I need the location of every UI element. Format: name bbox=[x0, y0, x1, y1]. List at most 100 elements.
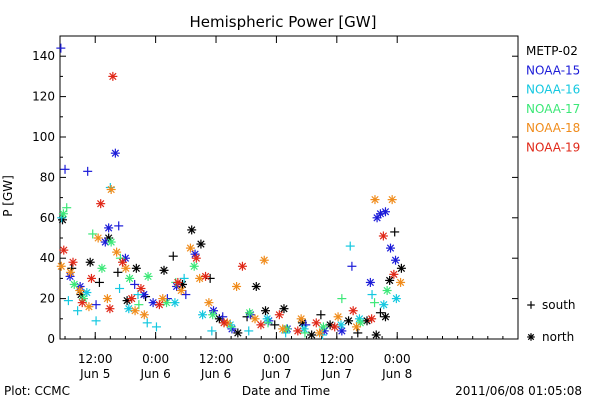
y-tick-label: 120 bbox=[32, 90, 55, 104]
data-point-noaa-19 bbox=[86, 273, 96, 283]
data-point-noaa-17 bbox=[69, 279, 79, 289]
data-point-noaa-19 bbox=[173, 277, 183, 287]
x-tick-time-label: 0:00 bbox=[263, 352, 290, 366]
data-point-noaa-17 bbox=[189, 261, 199, 271]
data-point-metp-02 bbox=[233, 328, 243, 338]
data-point-noaa-16 bbox=[142, 318, 152, 328]
data-point-metp-02 bbox=[159, 265, 169, 275]
data-point-noaa-19 bbox=[68, 257, 78, 267]
data-point-noaa-19 bbox=[293, 326, 303, 336]
data-point-noaa-17 bbox=[263, 318, 273, 328]
data-point-noaa-19 bbox=[108, 71, 118, 81]
data-point-noaa-18 bbox=[352, 322, 362, 332]
marker-legend-symbol bbox=[527, 301, 535, 309]
data-point-noaa-16 bbox=[124, 304, 134, 314]
data-point-noaa-18 bbox=[56, 261, 66, 271]
data-point-noaa-19 bbox=[154, 300, 164, 310]
data-point-noaa-18 bbox=[278, 324, 288, 334]
data-point-noaa-18 bbox=[93, 233, 103, 243]
legend: METP-02 NOAA-15 NOAA-16 NOAA-17 NOAA-18 NOAA-… bbox=[526, 44, 580, 155]
data-point-noaa-16 bbox=[198, 310, 208, 320]
data-point-metp-02 bbox=[353, 328, 363, 338]
data-point-metp-02 bbox=[261, 306, 271, 316]
data-point-noaa-18 bbox=[112, 247, 122, 257]
data-point-noaa-15 bbox=[172, 281, 182, 291]
data-point-noaa-19 bbox=[256, 320, 266, 330]
data-point-noaa-18 bbox=[84, 302, 94, 312]
data-point-metp-02 bbox=[196, 239, 206, 249]
data-point-noaa-17 bbox=[300, 328, 310, 338]
data-point-metp-02 bbox=[344, 316, 354, 326]
data-point-metp-02 bbox=[187, 225, 197, 235]
data-point-noaa-19 bbox=[348, 306, 358, 316]
data-point-noaa-18 bbox=[333, 312, 343, 322]
x-axis-label: Date and Time bbox=[242, 384, 330, 398]
data-point-metp-02 bbox=[168, 251, 178, 261]
data-point-noaa-19 bbox=[59, 245, 69, 255]
data-point-noaa-19 bbox=[77, 298, 87, 308]
data-point-noaa-19 bbox=[117, 257, 127, 267]
data-point-noaa-18 bbox=[315, 328, 325, 338]
legend-item: NOAA-17 bbox=[526, 102, 580, 116]
data-point-noaa-16 bbox=[151, 322, 161, 332]
data-point-noaa-17 bbox=[125, 273, 135, 283]
legend-item: METP-02 bbox=[526, 44, 578, 58]
data-point-noaa-17 bbox=[245, 308, 255, 318]
data-point-noaa-16 bbox=[345, 241, 355, 251]
data-point-noaa-15 bbox=[218, 312, 228, 322]
data-point-noaa-17 bbox=[62, 203, 72, 213]
data-point-noaa-18 bbox=[232, 281, 242, 291]
data-point-noaa-18 bbox=[102, 294, 112, 304]
data-point-noaa-19 bbox=[389, 269, 399, 279]
data-point-noaa-19 bbox=[274, 310, 284, 320]
data-point-noaa-18 bbox=[185, 243, 195, 253]
marker-legend-label: south bbox=[542, 298, 576, 312]
data-point-noaa-16 bbox=[391, 294, 401, 304]
data-point-metp-02 bbox=[113, 267, 123, 277]
data-point-metp-02 bbox=[371, 330, 381, 340]
data-point-noaa-16 bbox=[262, 314, 272, 324]
data-point-noaa-17 bbox=[97, 263, 107, 273]
data-point-noaa-16 bbox=[299, 324, 309, 334]
data-point-noaa-17 bbox=[226, 322, 236, 332]
x-tick-date-label: Jun 5 bbox=[79, 367, 110, 381]
data-point-noaa-15 bbox=[130, 279, 140, 289]
y-tick-label: 100 bbox=[32, 130, 55, 144]
data-point-noaa-17 bbox=[58, 209, 68, 219]
data-point-noaa-18 bbox=[139, 310, 149, 320]
y-tick-label: 140 bbox=[32, 49, 55, 63]
data-point-noaa-15 bbox=[347, 261, 357, 271]
y-tick-label: 20 bbox=[40, 292, 55, 306]
data-point-noaa-15 bbox=[60, 164, 70, 174]
data-point-metp-02 bbox=[390, 227, 400, 237]
data-point-metp-02 bbox=[307, 330, 317, 340]
data-point-noaa-18 bbox=[204, 298, 214, 308]
data-point-noaa-19 bbox=[237, 261, 247, 271]
legend-item: NOAA-18 bbox=[526, 121, 580, 135]
data-point-noaa-17 bbox=[208, 310, 218, 320]
data-point-noaa-15 bbox=[190, 249, 200, 259]
y-tick-labels: 0 20 40 60 80 100 120 140 bbox=[32, 49, 55, 346]
data-point-noaa-19 bbox=[127, 294, 137, 304]
data-point-noaa-17 bbox=[88, 229, 98, 239]
data-point-noaa-16 bbox=[91, 316, 101, 326]
data-point-noaa-18 bbox=[75, 286, 85, 296]
axis-ticks bbox=[60, 36, 518, 340]
data-point-noaa-18 bbox=[396, 277, 406, 287]
x-tick-time-label: 0:00 bbox=[142, 352, 169, 366]
data-point-noaa-17 bbox=[115, 253, 125, 263]
data-point-noaa-18 bbox=[106, 185, 116, 195]
data-point-noaa-19 bbox=[191, 253, 201, 263]
data-point-noaa-18 bbox=[130, 306, 140, 316]
legend-item: NOAA-16 bbox=[526, 83, 580, 97]
data-point-noaa-19 bbox=[311, 318, 321, 328]
data-point-noaa-15 bbox=[148, 298, 158, 308]
x-tick-date-label: Jun 7 bbox=[260, 367, 291, 381]
data-point-noaa-19 bbox=[367, 314, 377, 324]
data-point-noaa-15 bbox=[104, 223, 114, 233]
data-point-noaa-16 bbox=[179, 273, 189, 283]
data-point-metp-02 bbox=[385, 275, 395, 285]
data-point-noaa-16 bbox=[367, 290, 377, 300]
